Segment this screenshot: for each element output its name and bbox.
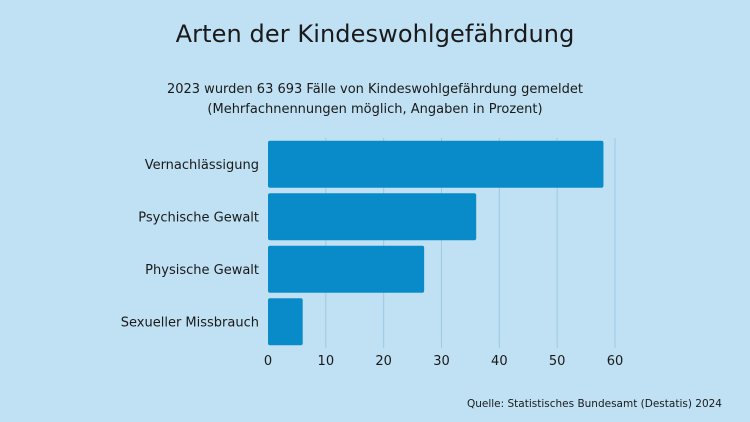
category-label: Sexueller Missbrauch — [121, 315, 259, 330]
x-tick-label: 0 — [264, 354, 272, 369]
x-tick-label: 20 — [375, 354, 392, 369]
source-note: Quelle: Statistisches Bundesamt (Destati… — [466, 398, 722, 410]
bar — [268, 245, 425, 293]
x-tick-label: 10 — [318, 354, 335, 369]
category-labels: Vernachlässigung Psychische Gewalt Physisc… — [121, 158, 259, 331]
subtitle-line-2: (Mehrfachnennungen möglich, Angaben in P… — [207, 102, 543, 117]
x-tick-label: 30 — [433, 354, 450, 369]
x-tick-label: 60 — [607, 354, 624, 369]
chart-title: Arten der Kindeswohlgefährdung — [175, 20, 575, 48]
bar — [268, 140, 604, 188]
category-label: Psychische Gewalt — [138, 210, 259, 225]
chart-subtitle: 2023 wurden 63 693 Fälle von Kindeswohlg… — [0, 80, 750, 120]
subtitle-line-1: 2023 wurden 63 693 Fälle von Kindeswohlg… — [166, 82, 584, 97]
bar — [268, 193, 477, 241]
bars — [268, 140, 604, 346]
category-label: Physische Gewalt — [145, 263, 259, 278]
bar — [268, 298, 303, 346]
category-label: Vernachlässigung — [145, 158, 259, 173]
x-tick-labels: 0 10 20 30 40 50 60 — [264, 354, 623, 369]
x-tick-label: 50 — [549, 354, 566, 369]
x-tick-label: 40 — [491, 354, 508, 369]
